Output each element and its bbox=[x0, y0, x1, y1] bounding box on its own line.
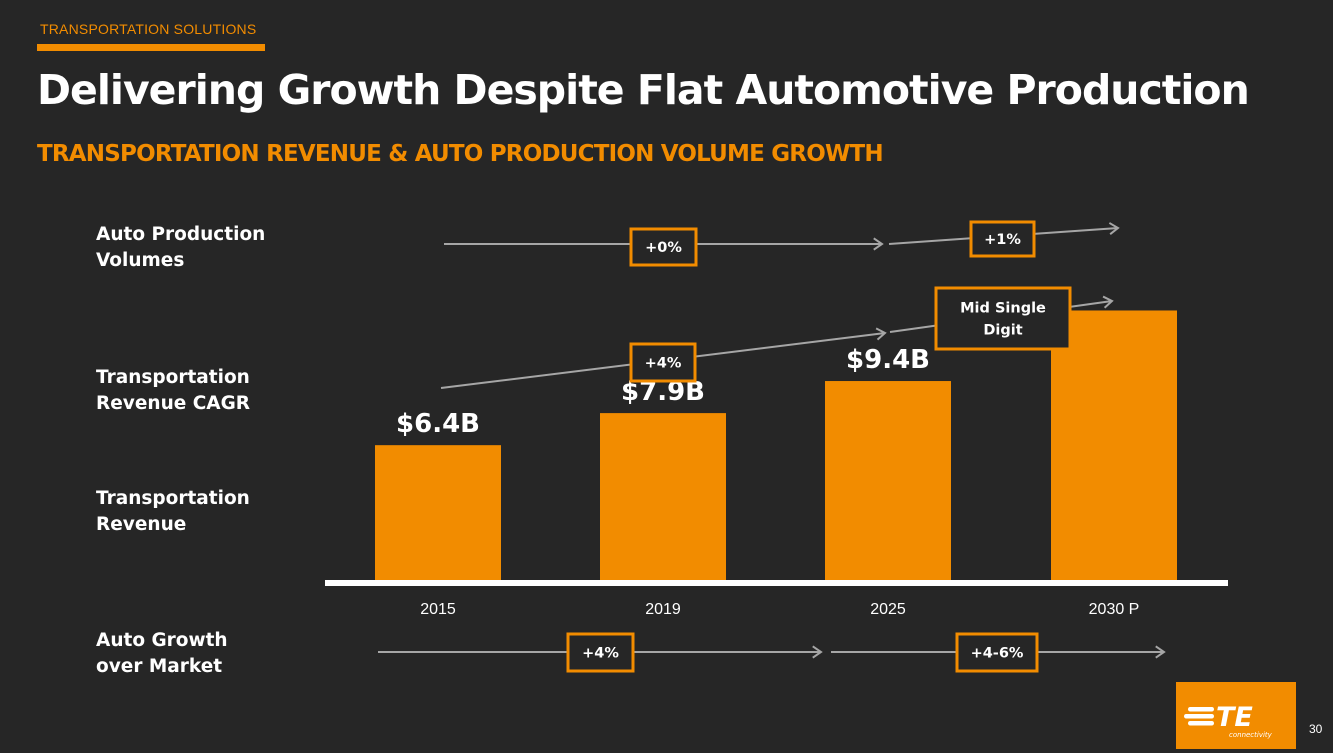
auto-production-box-1-label: +0% bbox=[645, 240, 682, 256]
logo-subtext: connectivity bbox=[1229, 731, 1273, 739]
bar-2030-p bbox=[1051, 310, 1177, 582]
te-logo: TE connectivity bbox=[1176, 682, 1296, 749]
bar-data-label: $9.4B bbox=[846, 345, 930, 375]
row-label-auto-production: Auto Production Volumes bbox=[96, 222, 316, 274]
te-logo-icon: TE connectivity bbox=[1184, 702, 1273, 739]
row-label-line: Revenue CAGR bbox=[96, 393, 251, 414]
revenue-cagr-box-2 bbox=[934, 286, 1072, 351]
bar-data-label: $6.4B bbox=[396, 409, 480, 439]
row-label-line: Auto Growth bbox=[96, 630, 228, 651]
growth-over-market-arrow-1-head bbox=[812, 645, 823, 659]
revenue-cagr-box-1-label: +4% bbox=[645, 356, 682, 372]
page-number: 30 bbox=[1309, 722, 1323, 736]
auto-production-arrow-2-head bbox=[1108, 222, 1120, 235]
x-tick-label: 2030 P bbox=[1089, 601, 1140, 618]
bar-2019 bbox=[600, 413, 726, 582]
x-axis-baseline bbox=[325, 580, 1228, 586]
growth-over-market-box-2-label: +4-6% bbox=[971, 646, 1024, 662]
logo-text: TE bbox=[1216, 702, 1253, 733]
x-tick-label: 2025 bbox=[870, 601, 906, 618]
row-label-revenue: Transportation Revenue bbox=[96, 486, 316, 538]
x-tick-label: 2015 bbox=[420, 601, 456, 618]
auto-production-box-1 bbox=[629, 227, 698, 267]
section-label: TRANSPORTATION SOLUTIONS bbox=[40, 21, 257, 37]
row-label-line: Volumes bbox=[96, 250, 185, 271]
page-subtitle: TRANSPORTATION REVENUE & AUTO PRODUCTION… bbox=[37, 141, 884, 167]
page-title: Delivering Growth Despite Flat Automotiv… bbox=[37, 66, 1250, 114]
row-label-revenue-cagr: Transportation Revenue CAGR bbox=[96, 365, 316, 417]
row-label-line: Revenue bbox=[96, 514, 187, 535]
revenue-cagr-box-2-label: Mid Single bbox=[960, 301, 1046, 317]
auto-production-box-2-label: +1% bbox=[984, 232, 1021, 248]
revenue-cagr-arrow-2-head bbox=[1102, 295, 1114, 309]
row-label-growth-over-market: Auto Growth over Market bbox=[96, 628, 316, 680]
auto-production-arrow-1-head bbox=[873, 237, 884, 251]
row-label-line: Transportation bbox=[96, 367, 250, 388]
growth-over-market-arrow-2-head bbox=[1155, 645, 1166, 659]
growth-over-market-box-2 bbox=[955, 632, 1039, 673]
auto-production-box-2 bbox=[969, 220, 1036, 258]
row-label-line: over Market bbox=[96, 656, 223, 677]
bar-2015 bbox=[375, 445, 501, 582]
growth-over-market-box-1 bbox=[566, 632, 635, 673]
bar-2025 bbox=[825, 381, 951, 582]
row-label-line: Transportation bbox=[96, 488, 250, 509]
revenue-cagr-arrow-1-head bbox=[875, 327, 887, 341]
growth-over-market-box-1-label: +4% bbox=[582, 646, 619, 662]
section-underline bbox=[37, 44, 265, 51]
revenue-cagr-box-1 bbox=[629, 342, 697, 383]
revenue-cagr-box-2-label: Digit bbox=[983, 323, 1022, 339]
row-label-line: Auto Production bbox=[96, 224, 266, 245]
x-tick-label: 2019 bbox=[645, 601, 681, 618]
